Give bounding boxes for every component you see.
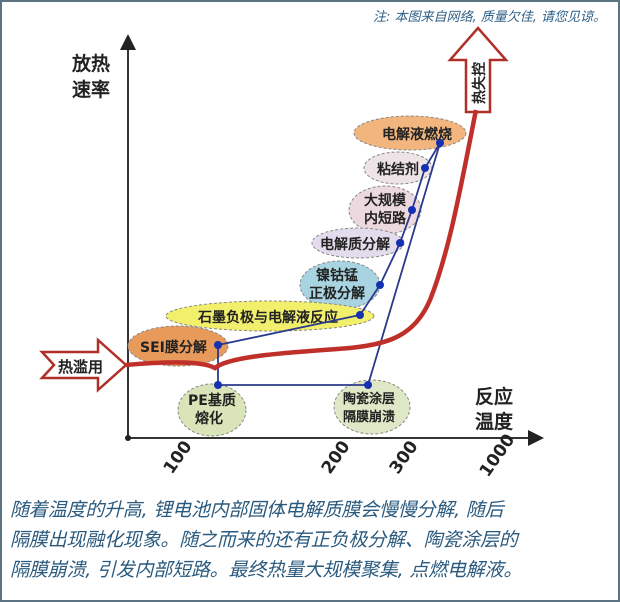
svg-text:镍钴锰: 镍钴锰 — [316, 267, 358, 284]
svg-text:石墨负极与电解液反应: 石墨负极与电解液反应 — [197, 309, 338, 326]
svg-text:大规模: 大规模 — [364, 192, 407, 209]
svg-text:PE基质: PE基质 — [188, 392, 236, 409]
svg-text:隔膜崩溃: 隔膜崩溃 — [343, 409, 395, 425]
caption-line-2: 隔膜出现融化现象。随之而来的还有正负极分解、陶瓷涂层的 — [10, 529, 518, 551]
y-axis-label-2: 速率 — [72, 78, 110, 101]
thermal-runaway-arrow — [447, 26, 509, 114]
heat-release-curve — [125, 109, 479, 371]
caption-line-1: 随着温度的升高, 锂电池内部固体电解质膜会慢慢分解, 随后 — [10, 499, 504, 521]
thermal-runaway-label: 热失控 — [471, 62, 488, 104]
svg-text:陶瓷涂层: 陶瓷涂层 — [343, 391, 395, 407]
stage-binder: 粘结剂 — [363, 151, 433, 185]
x-tick-200: 200 — [318, 437, 355, 478]
stage-dots — [214, 139, 444, 389]
svg-text:熔化: 熔化 — [195, 410, 223, 427]
stage-graphite-anode: 石墨负极与电解液反应 — [165, 300, 375, 332]
y-axis-label-1: 放热 — [71, 52, 110, 75]
x-axis-label-2: 温度 — [475, 410, 514, 433]
stage-sei: SEI膜分解 — [127, 325, 229, 367]
svg-text:正极分解: 正极分解 — [309, 285, 365, 302]
thermal-runaway-diagram: 放热 速率 反应 温度 100 200 300 1000 热滥用 热失控 电解液… — [39, 26, 544, 481]
x-tick-100: 100 — [160, 437, 197, 478]
stage-electrolyte-decomposition: 电解质分解 — [311, 227, 405, 259]
thermal-abuse-label: 热滥用 — [58, 358, 103, 376]
svg-text:内短路: 内短路 — [364, 210, 407, 227]
disclaimer-note: 注: 本图来自网络, 质量欠佳, 请您见谅。 — [372, 10, 606, 25]
svg-text:SEI膜分解: SEI膜分解 — [140, 339, 207, 356]
stage-combustion: 电解液燃烧 — [353, 115, 467, 151]
stage-pe-melting: PE基质 熔化 — [177, 383, 247, 437]
svg-text:电解液燃烧: 电解液燃烧 — [382, 126, 452, 143]
x-axis-label-1: 反应 — [475, 385, 513, 408]
stage-short-circuit: 大规模 内短路 — [348, 185, 422, 235]
stage-ceramic-separator: 陶瓷涂层 隔膜崩溃 — [333, 379, 411, 435]
svg-text:粘结剂: 粘结剂 — [377, 161, 419, 178]
x-tick-300: 300 — [386, 437, 423, 478]
svg-text:电解质分解: 电解质分解 — [320, 236, 390, 253]
caption: 随着温度的升高, 锂电池内部固体电解质膜会慢慢分解, 随后 隔膜出现融化现象。随… — [10, 495, 610, 585]
thermal-abuse-arrow — [39, 337, 128, 393]
caption-line-3: 隔膜崩溃, 引发内部短路。最终热量大规模聚集, 点燃电解液。 — [10, 559, 523, 581]
